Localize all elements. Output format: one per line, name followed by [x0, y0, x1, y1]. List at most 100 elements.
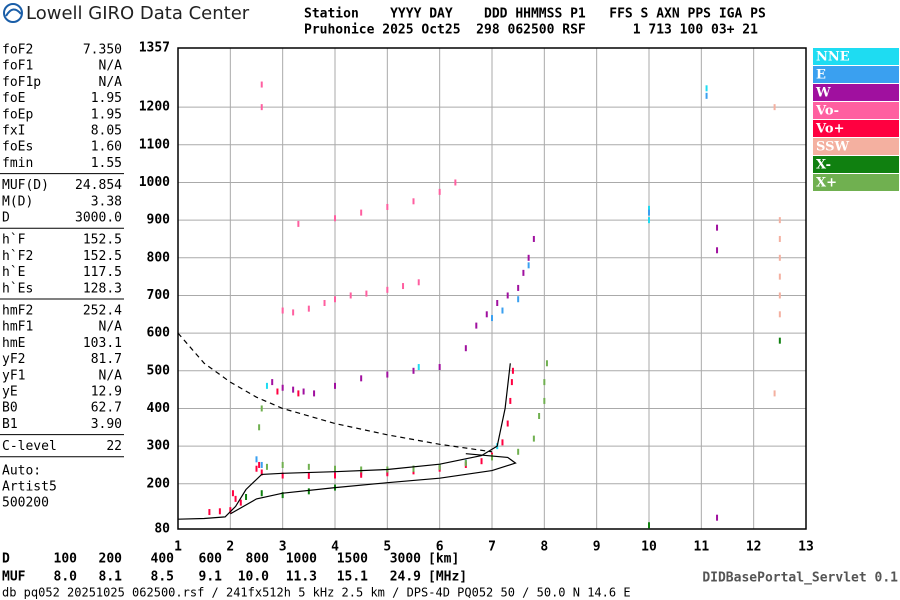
x-tick-label: 10: [641, 540, 657, 555]
param-value: 152.5: [83, 249, 122, 264]
echo-point: [334, 296, 336, 303]
param-name: hmF2: [2, 304, 33, 319]
legend-swatch: [813, 156, 899, 173]
echo-point: [349, 292, 352, 299]
legend-label: E: [816, 68, 826, 83]
echo-point: [527, 262, 530, 269]
echo-point: [234, 495, 237, 502]
echo-point: [231, 490, 234, 497]
echo-point: [648, 209, 650, 216]
echo-point: [307, 463, 310, 470]
x-tick-label: 6: [436, 540, 444, 555]
echo-point: [302, 388, 305, 395]
legend-label: SSW: [816, 140, 849, 155]
param-value: N/A: [99, 320, 123, 335]
param-name: foF1: [2, 59, 33, 74]
muf: 11.3: [286, 570, 317, 585]
echo-point: [412, 198, 415, 205]
y-tick-label: 600: [147, 326, 171, 341]
profile-curve: [177, 363, 511, 520]
legend-swatch: [813, 174, 899, 191]
y-tick-label: 500: [147, 363, 171, 378]
legend-swatch: [813, 66, 899, 83]
echo-point: [402, 283, 405, 290]
echo-point: [491, 315, 493, 322]
echo-point: [334, 215, 336, 222]
echo-point: [260, 461, 263, 468]
echo-point: [292, 386, 295, 393]
legend-swatch: [813, 120, 899, 137]
echo-point: [386, 203, 389, 210]
header-line: Station YYYY DAY DDD HHMMSS P1 FFS S AXN…: [304, 7, 766, 22]
echo-point: [417, 364, 420, 371]
legend-label: Vo+: [815, 122, 844, 137]
param-name: foF2: [2, 43, 33, 58]
echo-point: [538, 413, 541, 420]
param-value: 3000.0: [75, 211, 122, 226]
echo-point: [778, 273, 781, 280]
param-value: 7.350: [83, 43, 122, 58]
legend-swatch: [813, 48, 899, 65]
param-value: 3.38: [91, 194, 122, 209]
echo-point: [506, 420, 509, 427]
plot-frame: [177, 47, 807, 530]
x-tick-label: 3: [279, 540, 287, 555]
echo-point: [323, 300, 326, 307]
distance: 400: [151, 552, 175, 567]
echo-point: [255, 456, 258, 463]
param-value: 1.95: [91, 107, 122, 122]
legend-swatch: [813, 84, 899, 101]
param-name: foEp: [2, 107, 33, 122]
profile-curve: [177, 332, 493, 453]
param-value: 152.5: [83, 233, 122, 248]
echo-point: [705, 92, 708, 99]
echo-point: [716, 514, 719, 521]
echo-point: [522, 269, 525, 276]
echo-point: [475, 322, 478, 329]
echo-point: [386, 470, 389, 477]
echo-point: [716, 247, 719, 254]
echo-point: [773, 104, 776, 111]
echo-point: [276, 388, 279, 395]
x-tick-label: 4: [331, 540, 339, 555]
echo-point: [258, 461, 261, 468]
param-name: h`F2: [2, 249, 33, 264]
echo-point: [307, 488, 310, 495]
param-name: h`E: [2, 265, 25, 280]
param-name: hmE: [2, 336, 25, 351]
distance: 3000: [390, 552, 421, 567]
echo-point: [517, 296, 520, 303]
echo-point: [386, 371, 389, 378]
echo-point: [506, 292, 509, 299]
echo-point: [501, 307, 504, 314]
param-value: 128.3: [83, 281, 122, 296]
echo-point: [412, 367, 415, 374]
echo-point: [517, 448, 520, 455]
x-tick-label: 7: [488, 540, 496, 555]
legend-label: W: [815, 86, 831, 101]
echo-point: [281, 461, 284, 468]
param-name: foEs: [2, 140, 33, 155]
x-tick-label: 9: [593, 540, 601, 555]
echo-point: [527, 254, 530, 261]
echo-point: [648, 217, 650, 224]
echo-point: [386, 286, 389, 293]
muf: 9.1: [199, 570, 223, 585]
echo-point: [334, 382, 336, 389]
echo-point: [265, 463, 268, 470]
x-tick-label: 5: [383, 540, 391, 555]
echo-point: [360, 375, 363, 382]
echo-point: [648, 205, 650, 212]
distance: 1000: [286, 552, 317, 567]
distance: 800: [246, 552, 270, 567]
param-name: M(D): [2, 194, 33, 209]
y-tick-label: 1100: [139, 137, 170, 152]
legend-label: X+: [816, 176, 837, 191]
echo-point: [271, 379, 274, 386]
echo-point: [412, 465, 415, 472]
echo-point: [532, 235, 535, 242]
param-value: 117.5: [83, 265, 122, 280]
echo-point: [208, 509, 211, 516]
echo-point: [307, 305, 310, 312]
